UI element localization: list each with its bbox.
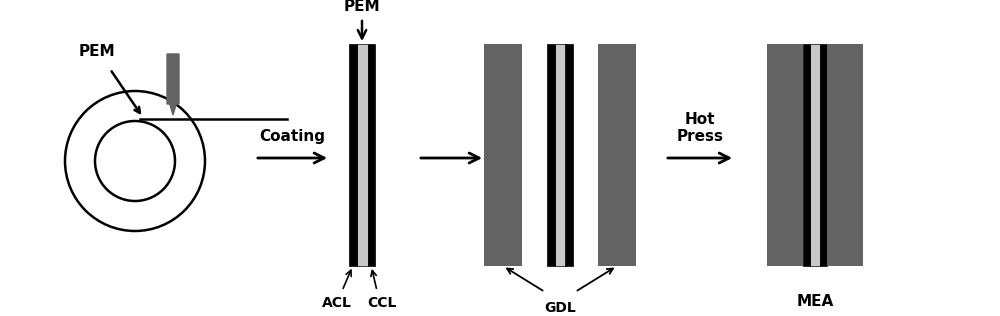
Bar [565, 44, 573, 266]
Text: MEA: MEA [796, 294, 834, 309]
Text: GDL: GDL [544, 301, 576, 315]
Text: PEM: PEM [344, 0, 380, 14]
Text: CCL: CCL [367, 296, 397, 310]
Text: Hot
Press: Hot Press [676, 112, 724, 144]
Bar [810, 44, 820, 266]
Bar [767, 44, 803, 266]
Bar [356, 44, 368, 266]
Bar [827, 44, 863, 266]
Bar [484, 44, 522, 266]
Bar [554, 44, 566, 266]
Text: PEM: PEM [79, 44, 115, 59]
Bar [368, 44, 375, 266]
Bar [547, 44, 554, 266]
Text: ACL: ACL [322, 296, 352, 310]
Text: Coating: Coating [260, 129, 326, 144]
Bar [349, 44, 356, 266]
FancyArrow shape [167, 54, 179, 115]
Bar [598, 44, 636, 266]
Bar [820, 44, 827, 266]
Bar [803, 44, 810, 266]
